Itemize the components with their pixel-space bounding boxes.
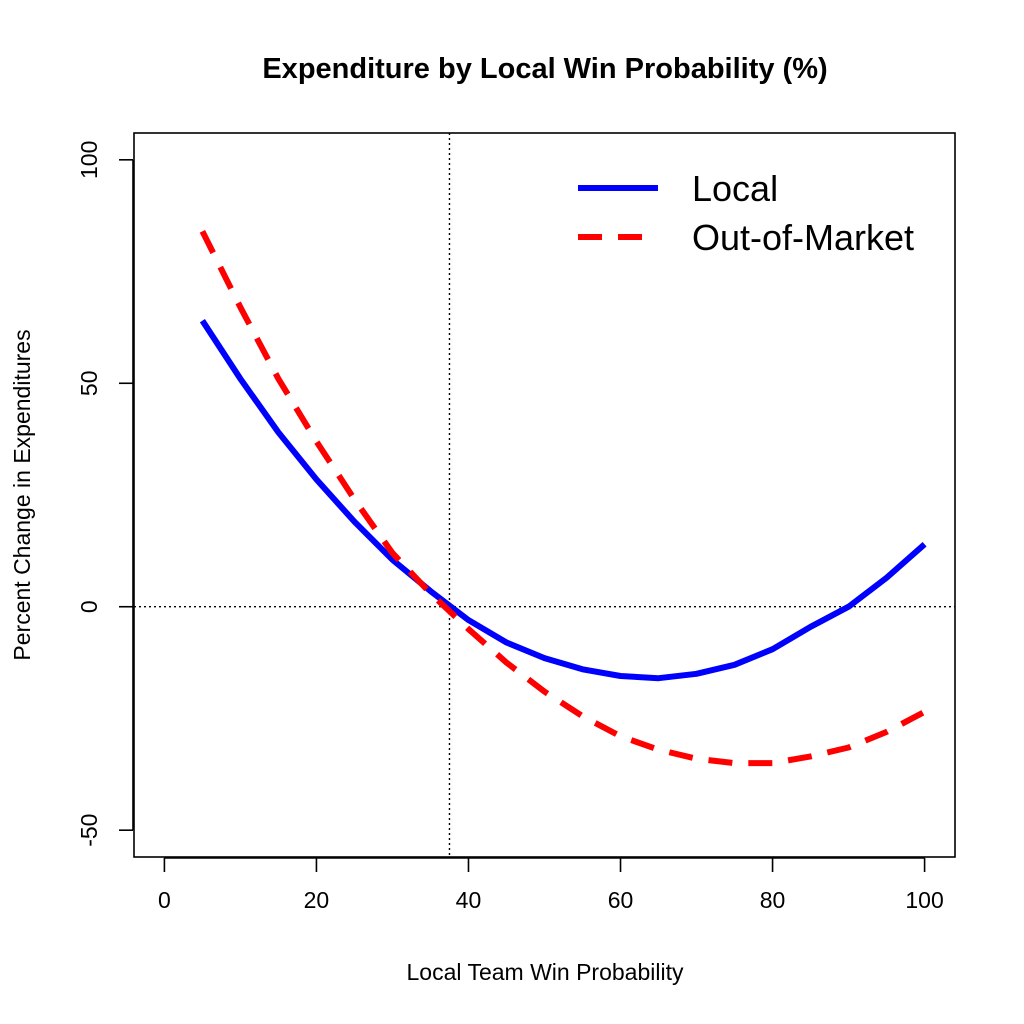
y-tick-label: -50 (76, 814, 102, 847)
x-tick-label: 60 (608, 887, 634, 913)
y-axis: -50 0 50 100 (76, 141, 134, 847)
series-layer (199, 229, 927, 767)
x-tick-label: 40 (456, 887, 482, 913)
y-tick-label: 50 (76, 370, 102, 396)
chart-title: Expenditure by Local Win Probability (%) (262, 53, 827, 85)
x-tick-label: 20 (304, 887, 330, 913)
series-line-out-of-market (199, 229, 927, 767)
legend-label-local: Local (692, 168, 778, 209)
legend-label-out-of-market: Out-of-Market (692, 217, 914, 258)
series-line-local (199, 319, 927, 682)
y-axis-label: Percent Change in Expenditures (9, 329, 35, 660)
plot-area (133, 132, 956, 858)
x-axis-label: Local Team Win Probability (407, 959, 684, 985)
y-tick-label: 0 (76, 600, 102, 613)
x-tick-label: 0 (158, 887, 171, 913)
y-tick-label: 100 (76, 141, 102, 179)
legend: Local Out-of-Market (578, 168, 914, 258)
x-tick-label: 80 (760, 887, 786, 913)
x-axis: 0 20 40 60 80 100 (158, 857, 944, 913)
reference-lines (134, 133, 955, 857)
x-tick-label: 100 (905, 887, 943, 913)
